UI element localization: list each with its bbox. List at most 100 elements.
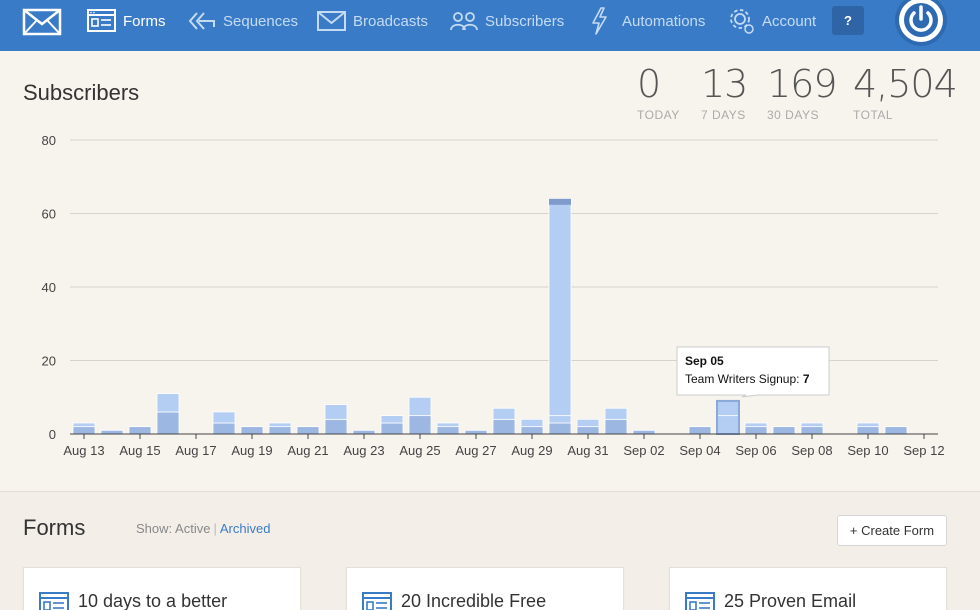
bar-segment[interactable]	[156, 411, 180, 435]
form-card-title: 10 days to a better	[78, 591, 228, 610]
bar-segment[interactable]	[464, 429, 488, 435]
y-tick-label: 0	[49, 427, 56, 442]
form-icon	[362, 592, 392, 610]
bar-segment[interactable]	[492, 407, 516, 420]
bar-segment[interactable]	[324, 418, 348, 435]
subscribers-bar-chart[interactable]: 0 20 40 60 80 Aug 13 Aug 15 Aug 17 Aug 19 Aug 21 A…	[0, 128, 980, 468]
bar-segment[interactable]	[436, 422, 460, 428]
bar-segment[interactable]	[408, 415, 432, 435]
gear-icon	[728, 7, 756, 35]
stat-total-value: 4,504	[853, 62, 958, 106]
form-icon	[685, 592, 715, 610]
bar-segment[interactable]	[688, 426, 712, 435]
x-tick-label: Aug 31	[567, 443, 608, 458]
bar-segment[interactable]	[324, 404, 348, 420]
bar-segment[interactable]	[800, 426, 824, 435]
bar-segment[interactable]	[604, 407, 628, 420]
bar-segment[interactable]	[576, 418, 600, 428]
form-card[interactable]: 25 Proven Email	[669, 567, 947, 610]
stat-30days: 169 30 DAYS	[767, 64, 838, 122]
x-tick-label: Aug 25	[399, 443, 440, 458]
bar-segment[interactable]	[716, 400, 740, 417]
x-tick-label: Sep 06	[735, 443, 776, 458]
show-filter: Show: Active | Archived	[136, 521, 270, 536]
stat-7days: 13 7 DAYS	[701, 62, 748, 122]
lightning-icon	[590, 7, 610, 35]
top-navigation: Forms Sequences Broadcasts Subscribers A…	[0, 0, 980, 51]
bar-segment[interactable]	[744, 422, 768, 428]
bar-segment[interactable]	[100, 429, 124, 435]
bar-segment[interactable]	[436, 426, 460, 435]
nav-item-sequences[interactable]: Sequences	[187, 0, 298, 42]
show-label: Show:	[136, 521, 173, 536]
tooltip-date: Sep 05	[685, 354, 724, 368]
x-tick-label: Aug 27	[455, 443, 496, 458]
bar-segment[interactable]	[72, 422, 96, 428]
bar-segment[interactable]	[856, 422, 880, 428]
bar-segment[interactable]	[744, 426, 768, 435]
x-tick-label: Aug 29	[511, 443, 552, 458]
bar-segment[interactable]	[520, 426, 544, 435]
bar-segment[interactable]	[268, 426, 292, 435]
bar-segment[interactable]	[548, 198, 572, 417]
tooltip-series: Team Writers Signup: 7	[685, 372, 810, 386]
bar-segment[interactable]	[492, 418, 516, 435]
x-tick-label: Aug 13	[63, 443, 104, 458]
form-card[interactable]: 20 Incredible Free	[346, 567, 624, 610]
stat-30days-label: 30 DAYS	[767, 108, 819, 122]
nav-label-broadcasts: Broadcasts	[353, 12, 429, 30]
form-card-title: 20 Incredible Free	[401, 591, 547, 610]
bar-segment[interactable]	[548, 415, 572, 424]
bar-segment[interactable]	[352, 429, 376, 435]
subscribers-title: Subscribers	[23, 80, 140, 105]
form-icon	[39, 592, 69, 610]
bar-segment[interactable]	[72, 426, 96, 435]
bar-segment[interactable]	[772, 426, 796, 435]
bar-segment[interactable]	[884, 426, 908, 435]
form-card[interactable]: 10 days to a better	[23, 567, 301, 610]
create-form-button[interactable]: + Create Form	[837, 515, 947, 546]
bar-segment[interactable]	[632, 429, 656, 435]
tooltip-box	[676, 346, 830, 398]
filter-archived-link[interactable]: Archived	[219, 521, 271, 536]
bar-segment[interactable]	[380, 415, 404, 424]
x-tick-label: Sep 08	[791, 443, 832, 458]
nav-item-subscribers[interactable]: Subscribers	[449, 0, 564, 42]
bar-segment[interactable]	[380, 422, 404, 435]
bar-segment[interactable]	[548, 422, 572, 435]
bar-segment[interactable]	[856, 426, 880, 435]
help-button[interactable]: ?	[832, 6, 864, 35]
bar-segment[interactable]	[156, 393, 180, 413]
y-tick-label: 40	[42, 280, 56, 295]
nav-item-broadcasts[interactable]: Broadcasts	[317, 0, 428, 42]
nav-item-automations[interactable]: Automations	[590, 0, 705, 42]
bar-segment[interactable]	[800, 422, 824, 428]
filter-active[interactable]: Active	[175, 521, 211, 536]
bar-segment[interactable]	[240, 426, 264, 435]
bar-segment[interactable]	[576, 426, 600, 435]
power-button[interactable]	[895, 0, 947, 46]
x-tick-label: Sep 04	[679, 443, 720, 458]
bar-segment[interactable]	[296, 426, 320, 435]
bar-segment[interactable]	[604, 418, 628, 435]
form-icon	[87, 8, 117, 34]
bar-segment[interactable]	[212, 411, 236, 424]
forms-title: Forms	[23, 515, 86, 540]
bar-cap	[549, 198, 571, 205]
bar-segment[interactable]	[268, 422, 292, 428]
stat-total: 4,504 TOTAL	[853, 62, 958, 122]
nav-label-subscribers: Subscribers	[485, 12, 565, 30]
stat-total-label: TOTAL	[853, 108, 894, 122]
x-tick-label: Sep 12	[903, 443, 944, 458]
logo-envelope-icon[interactable]	[22, 8, 64, 38]
nav-item-account[interactable]: Account	[728, 0, 816, 42]
bar-segment[interactable]	[212, 422, 236, 435]
bar-segment[interactable]	[520, 418, 544, 428]
stat-7days-value: 13	[701, 62, 748, 106]
bar-segment[interactable]	[716, 415, 740, 435]
bar-segment[interactable]	[128, 426, 152, 435]
form-card-title: 25 Proven Email	[724, 591, 857, 610]
nav-item-forms[interactable]: Forms	[87, 0, 166, 42]
x-tick-label: Sep 10	[847, 443, 888, 458]
bar-segment[interactable]	[408, 396, 432, 417]
